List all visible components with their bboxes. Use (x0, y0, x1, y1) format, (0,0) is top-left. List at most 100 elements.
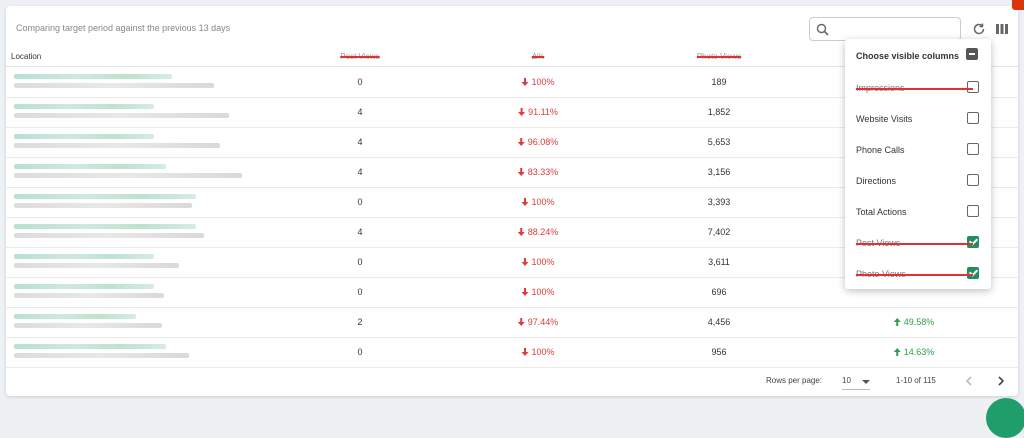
column-option-impressions[interactable]: Impressions (845, 76, 991, 100)
corner-badge[interactable] (1012, 0, 1024, 10)
photo-views-cell: 7,402 (707, 227, 731, 237)
table-row[interactable]: 0 100% 3,611 (6, 247, 1018, 278)
photo-views-delta-value: 14.63% (903, 347, 935, 357)
arrow-down-icon (521, 78, 529, 86)
location-name-redacted (14, 254, 154, 259)
delta-value: 83.33% (527, 167, 559, 177)
column-option-checkbox[interactable] (967, 143, 979, 155)
arrow-down-icon (521, 348, 529, 356)
location-address-redacted (14, 233, 204, 238)
column-option-label: Directions (856, 176, 897, 186)
help-fab[interactable] (986, 398, 1024, 438)
column-chooser-title: Choose visible columns (856, 51, 960, 61)
table-row[interactable]: 4 91.11% 1,852 (6, 97, 1018, 128)
chevron-right-icon (998, 376, 1005, 386)
column-option-checkbox[interactable] (967, 112, 979, 124)
post-views-cell: 0 (357, 257, 363, 267)
arrow-down-icon (521, 258, 529, 266)
location-address-redacted (14, 203, 192, 208)
strike-line (856, 88, 973, 90)
location-cell[interactable] (14, 134, 220, 152)
table-row[interactable]: 4 88.24% 7,402 (6, 217, 1018, 248)
location-name-redacted (14, 314, 136, 319)
photo-views-cell: 4,456 (707, 317, 731, 327)
photo-views-cell: 696 (711, 287, 727, 297)
table-row[interactable]: 4 83.33% 3,156 (6, 157, 1018, 188)
columns-icon (996, 24, 1008, 34)
location-name-redacted (14, 224, 196, 229)
rows-per-page-label: Rows per page: (766, 376, 823, 385)
column-option-website-visits[interactable]: Website Visits (845, 107, 991, 131)
column-option-post-views[interactable]: Post Views (845, 231, 991, 255)
post-views-cell: 4 (357, 167, 363, 177)
column-option-label: Website Visits (856, 114, 913, 124)
table-footer: Rows per page: 10 1-10 of 115 (6, 368, 1018, 396)
location-cell[interactable] (14, 254, 179, 272)
strike-line (856, 274, 973, 276)
refresh-icon (973, 23, 985, 35)
pagination-range: 1-10 of 115 (896, 376, 936, 385)
table-row[interactable]: 0 100% 956 14.63% (6, 337, 1018, 368)
delta-cell: 91.11% (518, 107, 558, 117)
column-option-checkbox[interactable] (967, 236, 979, 248)
column-option-photo-views[interactable]: Photo Views (845, 262, 991, 286)
arrow-up-icon (893, 348, 901, 356)
location-cell[interactable] (14, 224, 204, 242)
location-cell[interactable] (14, 164, 242, 182)
delta-value: 100% (531, 347, 555, 357)
location-address-redacted (14, 83, 214, 88)
column-option-checkbox[interactable] (967, 81, 979, 93)
refresh-button[interactable] (969, 19, 989, 39)
delta-cell: 100% (521, 347, 555, 357)
post-views-cell: 0 (357, 287, 363, 297)
columns-button[interactable] (992, 19, 1012, 39)
rows-per-page-select[interactable]: 10 (842, 373, 870, 390)
column-option-checkbox[interactable] (967, 174, 979, 186)
photo-views-delta-value: 49.58% (903, 317, 935, 327)
chevron-left-icon (965, 376, 972, 386)
select-all-toggle[interactable] (966, 48, 978, 60)
delta-cell: 88.24% (517, 227, 558, 237)
location-cell[interactable] (14, 104, 229, 122)
photo-views-cell: 3,156 (707, 167, 731, 177)
photo-views-cell: 956 (711, 347, 727, 357)
column-option-total-actions[interactable]: Total Actions (845, 200, 991, 224)
photo-views-cell: 5,653 (707, 137, 731, 147)
photo-views-delta-cell: 49.58% (893, 317, 935, 327)
delta-cell: 100% (521, 287, 555, 297)
header-location[interactable]: Location (11, 52, 42, 61)
location-cell[interactable] (14, 194, 196, 212)
header-delta[interactable]: Δ% (531, 52, 545, 61)
table-header: Location Post Views Δ% Photo Views (6, 46, 1018, 67)
location-address-redacted (14, 263, 179, 268)
header-post-views[interactable]: Post Views (340, 52, 380, 61)
delta-value: 96.08% (527, 137, 559, 147)
location-cell[interactable] (14, 314, 162, 332)
prev-page-button[interactable] (960, 372, 978, 390)
table-row[interactable]: 0 100% 189 (6, 67, 1018, 98)
location-address-redacted (14, 173, 242, 178)
column-option-checkbox[interactable] (967, 267, 979, 279)
table-row[interactable]: 4 96.08% 5,653 (6, 127, 1018, 158)
location-cell[interactable] (14, 344, 189, 362)
location-name-redacted (14, 134, 154, 139)
location-name-redacted (14, 164, 166, 169)
location-address-redacted (14, 143, 220, 148)
delta-value: 100% (531, 257, 555, 267)
location-address-redacted (14, 293, 164, 298)
column-option-checkbox[interactable] (967, 205, 979, 217)
next-page-button[interactable] (992, 372, 1010, 390)
header-photo-views[interactable]: Photo Views (696, 52, 742, 61)
post-views-cell: 4 (357, 227, 363, 237)
delta-cell: 96.08% (517, 137, 559, 147)
search-input[interactable] (836, 21, 958, 39)
location-cell[interactable] (14, 284, 164, 302)
table-row[interactable]: 2 97.44% 4,456 49.58% (6, 307, 1018, 338)
search-box[interactable] (809, 17, 961, 41)
table-row[interactable]: 0 100% 696 (6, 277, 1018, 308)
arrow-down-icon (517, 138, 525, 146)
column-option-phone-calls[interactable]: Phone Calls (845, 138, 991, 162)
column-option-directions[interactable]: Directions (845, 169, 991, 193)
table-row[interactable]: 0 100% 3,393 (6, 187, 1018, 218)
location-cell[interactable] (14, 74, 214, 92)
